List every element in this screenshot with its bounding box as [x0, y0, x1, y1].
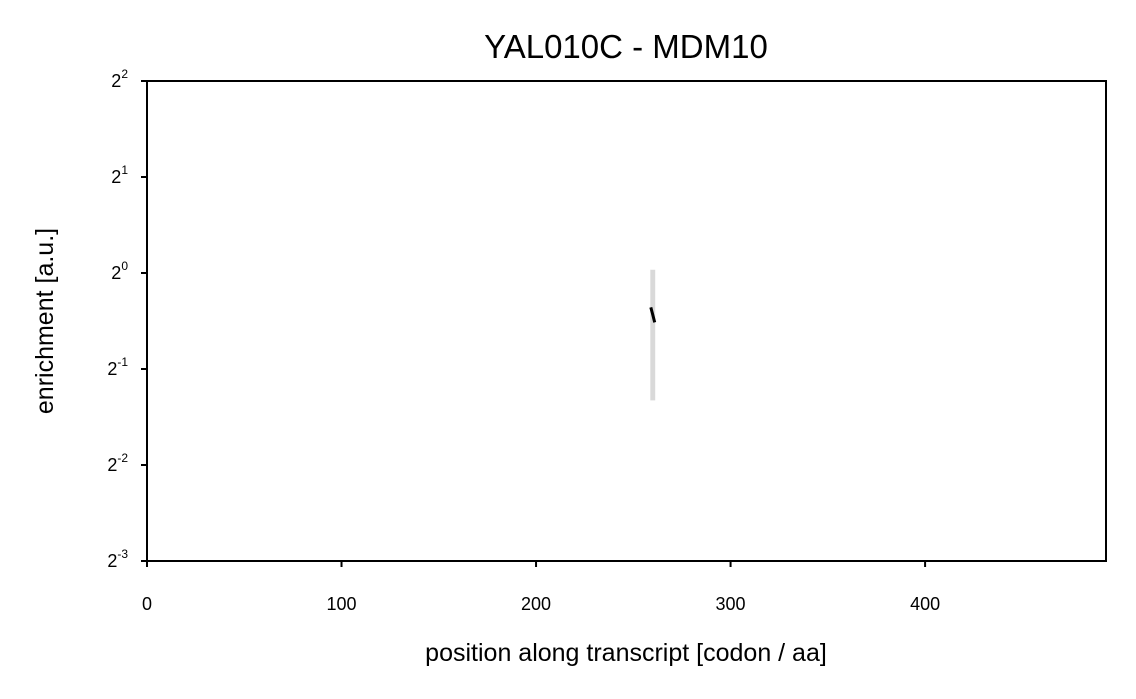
y-tick-label: 21 — [111, 163, 128, 187]
x-tick-label: 300 — [716, 594, 746, 614]
y-tick-label: 20 — [111, 259, 128, 283]
y-tick-label: 2-2 — [107, 451, 128, 475]
plot-area — [146, 80, 1107, 562]
plot-background — [147, 81, 1106, 561]
x-axis-title: position along transcript [codon / aa] — [425, 639, 827, 667]
x-tick-label: 0 — [142, 594, 152, 614]
y-tick-label: 22 — [111, 67, 128, 91]
chart-title: YAL010C - MDM10 — [484, 28, 768, 65]
x-tick-label: 400 — [910, 594, 940, 614]
x-axis: 0 100 200 300 400 — [142, 561, 940, 614]
y-axis-title: enrichment [a.u.] — [31, 228, 59, 414]
plot-frame — [146, 80, 1107, 562]
enrichment-line — [649, 307, 657, 323]
x-tick-label: 100 — [326, 594, 356, 614]
y-axis: 2-3 2-2 2-1 20 21 22 — [107, 67, 147, 571]
y-tick-label: 2-3 — [107, 547, 128, 571]
confidence-band — [650, 269, 656, 401]
x-tick-label: 200 — [521, 594, 551, 614]
y-tick-label: 2-1 — [107, 355, 128, 379]
